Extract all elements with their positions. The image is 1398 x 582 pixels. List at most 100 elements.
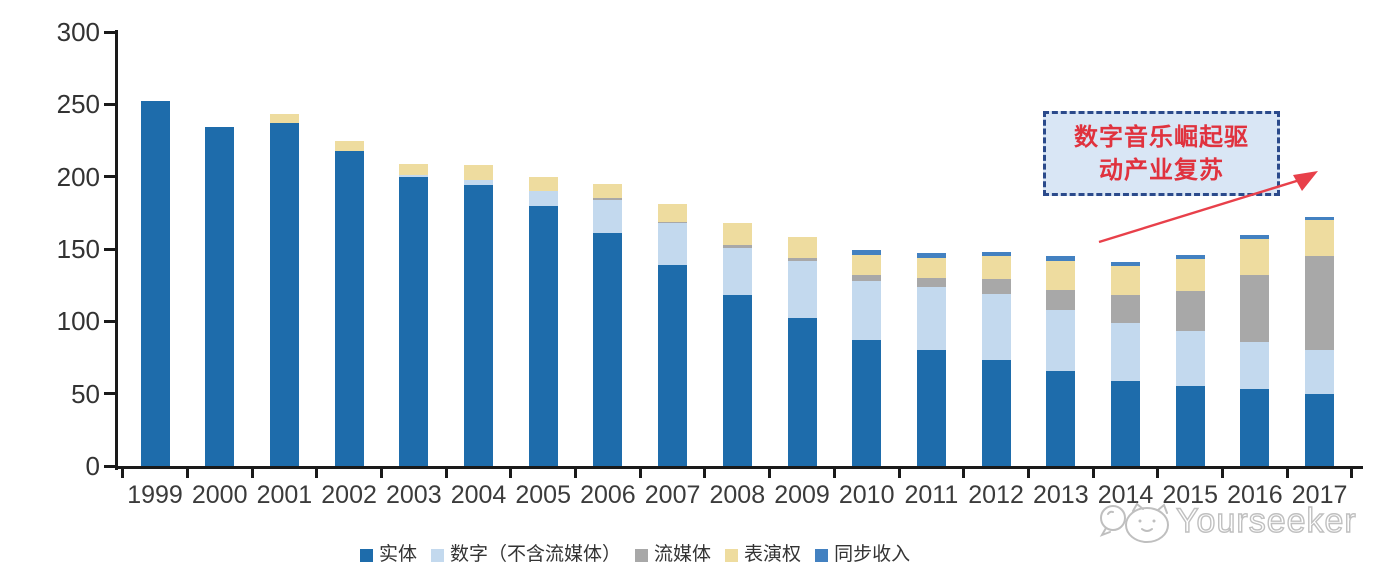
- annotation-text-line2: 动产业复苏: [1099, 156, 1224, 184]
- bar-segment-digital-excl-streaming: [1046, 309, 1076, 371]
- x-tick-mark: [1350, 469, 1354, 478]
- bar-segment-physical: [528, 205, 558, 466]
- x-tick-mark: [379, 469, 383, 478]
- bar-segment-physical: [593, 233, 623, 466]
- x-axis-tick-label: 1999: [127, 481, 183, 509]
- x-axis-tick-label: 2005: [515, 481, 571, 509]
- bar-segment-sync-revenue: [981, 251, 1011, 257]
- bar-segment-digital-excl-streaming: [722, 247, 752, 296]
- bar-segment-sync-revenue: [1305, 217, 1335, 221]
- bar-segment-physical: [722, 295, 752, 466]
- bar-segment-streaming: [981, 279, 1011, 294]
- x-axis-tick-label: 2012: [968, 481, 1024, 509]
- x-tick-mark: [962, 469, 966, 478]
- bar-2016: [1240, 234, 1270, 466]
- bar-segment-performance-rights: [399, 163, 429, 176]
- bar-segment-streaming: [593, 198, 623, 200]
- bar-segment-performance-rights: [528, 176, 558, 192]
- bar-2015: [1175, 254, 1205, 466]
- chart-legend: 实体 数字（不含流媒体） 流媒体 表演权 同步收入: [360, 543, 910, 567]
- bar-segment-physical: [334, 150, 364, 466]
- bar-2010: [852, 250, 882, 466]
- x-axis-tick-label: 2016: [1227, 481, 1283, 509]
- bar-segment-performance-rights: [722, 222, 752, 245]
- bar-2008: [722, 222, 752, 466]
- legend-label-streaming: 流媒体: [654, 544, 712, 565]
- bar-segment-physical: [658, 264, 688, 466]
- bar-segment-physical: [916, 350, 946, 466]
- bar-segment-digital-excl-streaming: [1175, 331, 1205, 387]
- x-axis-tick-label: 2014: [1097, 481, 1154, 509]
- y-tick-mark: [104, 392, 115, 396]
- bar-segment-performance-rights: [334, 140, 364, 151]
- bar-segment-performance-rights: [1175, 259, 1205, 291]
- bar-segment-digital-excl-streaming: [528, 191, 558, 206]
- bar-2001: [269, 114, 299, 466]
- legend-swatch-sync-revenue: [815, 548, 829, 562]
- legend-label-digital-excl-streaming: 数字（不含流媒体）: [450, 544, 622, 565]
- bar-2006: [593, 183, 623, 466]
- x-tick-mark: [703, 469, 707, 478]
- y-tick-mark: [104, 319, 115, 323]
- y-tick-mark: [104, 247, 115, 251]
- x-axis-tick-label: 2011: [904, 481, 959, 509]
- x-tick-mark: [768, 469, 772, 478]
- bar-segment-sync-revenue: [916, 253, 946, 258]
- legend-item-sync-revenue: 同步收入: [815, 543, 910, 567]
- x-tick-mark: [1156, 469, 1160, 478]
- bar-segment-performance-rights: [593, 183, 623, 199]
- bar-segment-performance-rights: [658, 204, 688, 222]
- legend-item-digital-excl-streaming: 数字（不含流媒体）: [431, 543, 621, 567]
- bar-segment-performance-rights: [269, 114, 299, 124]
- x-tick-mark: [250, 469, 254, 478]
- bar-segment-streaming: [1175, 290, 1205, 332]
- bar-2007: [658, 204, 688, 466]
- bar-segment-performance-rights: [1240, 238, 1270, 276]
- y-axis-tick-label: 50: [71, 378, 100, 409]
- bar-segment-sync-revenue: [1046, 256, 1076, 261]
- bar-segment-physical: [269, 123, 299, 466]
- bar-segment-physical: [464, 185, 493, 466]
- bar-segment-performance-rights: [981, 256, 1011, 280]
- legend-swatch-physical: [360, 548, 373, 562]
- y-axis-tick-label: 150: [56, 234, 100, 264]
- bar-segment-performance-rights: [787, 237, 817, 258]
- x-axis-tick-label: 2017: [1291, 481, 1348, 509]
- x-tick-mark: [444, 469, 448, 478]
- bar-segment-physical: [1111, 380, 1140, 466]
- y-axis-tick-label: 0: [85, 451, 100, 481]
- bar-segment-digital-excl-streaming: [852, 280, 882, 341]
- bar-2017: [1305, 217, 1335, 466]
- bar-segment-sync-revenue: [1111, 262, 1140, 267]
- bar-segment-streaming: [1240, 275, 1270, 342]
- bar-segment-digital-excl-streaming: [593, 199, 623, 234]
- legend-label-physical: 实体: [379, 544, 418, 565]
- x-axis-tick-label: 2004: [450, 481, 507, 509]
- x-tick-mark: [1285, 469, 1289, 478]
- y-tick-mark: [104, 30, 115, 34]
- x-axis-tick-label: 2009: [774, 481, 830, 509]
- annotation-text-line1: 数字音乐崛起驱: [1074, 123, 1249, 151]
- legend-item-performance-rights: 表演权: [725, 543, 801, 567]
- x-tick-mark: [315, 469, 319, 478]
- legend-swatch-streaming: [635, 548, 649, 562]
- bar-segment-streaming: [658, 221, 688, 223]
- legend-label-sync-revenue: 同步收入: [834, 544, 911, 565]
- bar-segment-digital-excl-streaming: [658, 222, 688, 265]
- bar-2005: [528, 176, 558, 466]
- bar-2012: [981, 251, 1011, 466]
- bar-segment-physical: [1305, 393, 1335, 466]
- bar-segment-streaming: [852, 275, 882, 281]
- legend-swatch-performance-rights: [725, 548, 739, 562]
- x-tick-mark: [121, 469, 125, 478]
- y-axis-line: [115, 30, 118, 470]
- bar-segment-performance-rights: [1111, 266, 1140, 296]
- x-tick-mark: [1091, 469, 1095, 478]
- y-axis-tick-label: 200: [56, 161, 100, 192]
- bar-2002: [334, 140, 364, 466]
- x-axis-tick-label: 2008: [709, 481, 766, 509]
- y-axis-tick-label: 100: [56, 306, 100, 337]
- bar-segment-sync-revenue: [852, 250, 882, 255]
- x-tick-mark: [509, 469, 513, 478]
- x-tick-mark: [638, 469, 642, 478]
